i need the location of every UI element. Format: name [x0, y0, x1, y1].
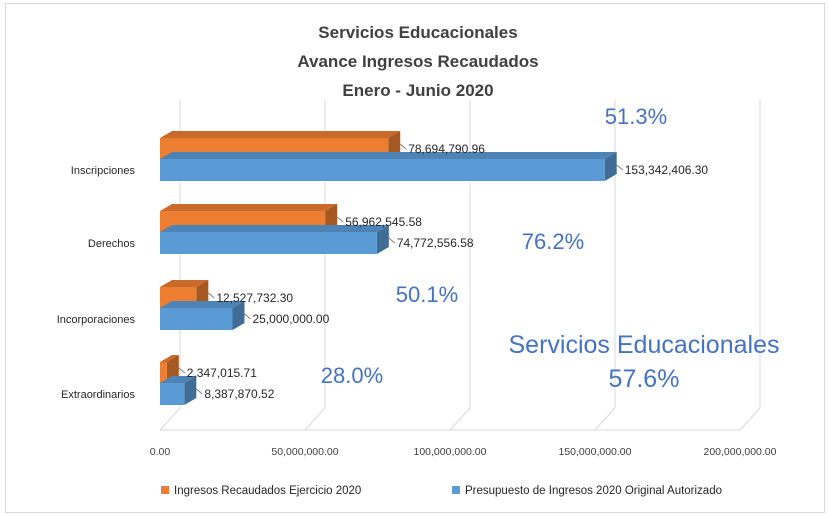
data-label-leader	[178, 367, 186, 374]
bar-top	[160, 355, 179, 362]
bar	[160, 159, 605, 181]
bar-top	[160, 376, 197, 383]
data-label: 78,694,790.96	[408, 142, 485, 156]
percent-inscripciones: 51.3%	[605, 104, 667, 129]
category-label: Inscripciones	[71, 165, 136, 177]
data-label-leader	[244, 313, 251, 320]
data-label: 153,342,406.30	[625, 163, 709, 177]
chart-title-line-3: Enero - Junio 2020	[342, 81, 493, 100]
bar-side	[184, 376, 197, 405]
data-label-leader	[196, 388, 203, 395]
x-tick-label: 100,000,000.00	[414, 446, 487, 458]
percent-derechos: 76.2%	[522, 229, 584, 254]
bar-side	[604, 152, 617, 181]
data-label: 74,772,556.58	[397, 236, 474, 250]
data-label: 8,387,870.52	[204, 387, 274, 401]
bar-top	[160, 204, 338, 211]
bar-top	[160, 152, 617, 159]
bar-side	[376, 225, 389, 254]
gridline-depth	[159, 407, 181, 431]
data-label-leader	[208, 292, 215, 299]
legend-label-recaudados: Ingresos Recaudados Ejercicio 2020	[174, 485, 361, 497]
x-tick-label: 200,000,000.00	[704, 446, 777, 458]
chart-title-line-2: Avance Ingresos Recaudados	[297, 52, 538, 71]
data-label-leader	[388, 237, 396, 244]
legend: Ingresos Recaudados Ejercicio 2020 Presu…	[161, 485, 722, 497]
bars	[160, 131, 617, 405]
chart-frame	[5, 3, 825, 513]
gridline-depth	[449, 407, 471, 431]
summary-value: 57.6%	[609, 365, 680, 393]
x-tick-label: 0.00	[150, 446, 171, 458]
bar-top	[160, 225, 389, 232]
data-label: 12,527,732.30	[216, 291, 293, 305]
chart-title-line-1: Servicios Educacionales	[318, 23, 517, 42]
bar-top	[160, 131, 401, 138]
bar	[160, 308, 233, 330]
data-label: 2,347,015.71	[187, 366, 257, 380]
data-label-leader	[616, 164, 624, 171]
gridlines	[159, 100, 761, 431]
legend-swatch-presupuesto	[452, 486, 460, 494]
gridline-depth	[739, 407, 761, 431]
gridline-depth	[594, 407, 616, 431]
category-labels: Inscripciones Derechos Incorporaciones Extr…	[57, 165, 136, 401]
data-label: 56,962,545.58	[345, 215, 422, 229]
data-label-leader	[336, 216, 344, 223]
bar-side	[232, 301, 245, 330]
legend-swatch-recaudados	[161, 486, 169, 494]
bar	[160, 232, 377, 254]
x-tick-labels: 0.00 50,000,000.00 100,000,000.00 150,000,0…	[150, 446, 777, 458]
summary-label: Servicios Educacionales	[509, 331, 780, 359]
x-tick-label: 50,000,000.00	[271, 446, 338, 458]
data-label-leader	[399, 143, 407, 150]
bar-top	[160, 301, 245, 308]
percent-incorporaciones: 50.1%	[396, 282, 458, 307]
bar	[160, 383, 185, 405]
category-label: Incorporaciones	[57, 314, 136, 326]
legend-label-presupuesto: Presupuesto de Ingresos 2020 Original Au…	[465, 485, 722, 497]
data-labels: 78,694,790.96 153,342,406.30 56,962,545.58…	[178, 142, 709, 401]
category-label: Derechos	[88, 238, 136, 250]
category-label: Extraordinarios	[61, 389, 135, 401]
bar	[160, 362, 167, 384]
percent-extraordinarios: 28.0%	[321, 363, 383, 388]
x-tick-label: 150,000,000.00	[559, 446, 632, 458]
data-label: 25,000,000.00	[253, 312, 330, 326]
gridline-depth	[304, 407, 326, 431]
bar-top	[160, 280, 209, 287]
